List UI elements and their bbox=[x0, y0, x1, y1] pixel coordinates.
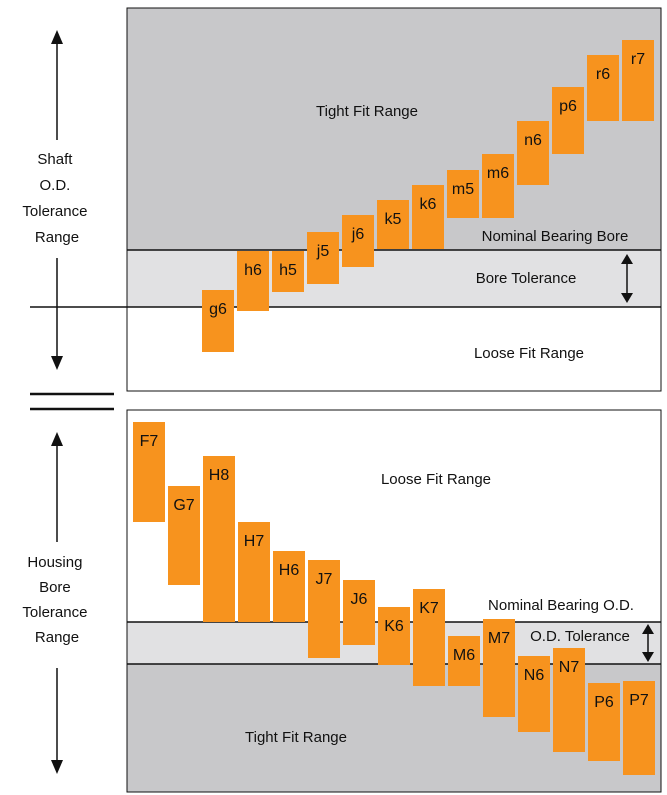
tolerance-box-H6 bbox=[273, 551, 305, 622]
tolerance-box-M6 bbox=[448, 636, 480, 686]
shaft-tight-fit-label: Tight Fit Range bbox=[316, 103, 418, 120]
tolerance-box-label-H6: H6 bbox=[279, 562, 300, 579]
tolerance-box-H7 bbox=[238, 522, 270, 622]
tolerance-box-F7 bbox=[133, 422, 165, 522]
tolerance-box-label-K7: K7 bbox=[419, 600, 439, 617]
shaft-panel: g6 h6 h5 j5 j6 k5 k6 m5 m6 n6 p6 r6 r7 Tight Fit Ran… bbox=[22, 7, 662, 392]
shaft-loose-fit-label: Loose Fit Range bbox=[474, 345, 584, 362]
tolerance-box-g6 bbox=[202, 290, 234, 352]
housing-panel-frame bbox=[126, 409, 662, 793]
shaft-range-arrow-icon bbox=[51, 30, 63, 370]
tolerance-box-r6 bbox=[587, 55, 619, 121]
shaft-side-label-line-4: Range bbox=[35, 229, 79, 246]
tolerance-box-m5 bbox=[447, 170, 479, 218]
tolerance-box-k5 bbox=[377, 200, 409, 249]
tolerance-box-label-H8: H8 bbox=[209, 467, 230, 484]
tolerance-box-label-N6: N6 bbox=[524, 667, 545, 684]
tolerance-box-label-j5: j5 bbox=[316, 243, 330, 260]
tolerance-box-label-m6: m6 bbox=[487, 165, 509, 182]
housing-range-side-label: Housing Bore Tolerance Range bbox=[22, 554, 91, 646]
tolerance-box-label-r7: r7 bbox=[631, 51, 645, 68]
tolerance-box-j5 bbox=[307, 232, 339, 284]
tolerance-box-G7 bbox=[168, 486, 200, 585]
housing-tight-fit-label: Tight Fit Range bbox=[245, 729, 347, 746]
housing-panel: F7 G7 H8 H7 H6 J7 J6 K6 K7 M6 M7 N6 N7 P6 P7 Loose Fit… bbox=[22, 409, 662, 793]
tolerance-box-m6 bbox=[482, 154, 514, 218]
tolerance-box-label-P7: P7 bbox=[629, 692, 649, 709]
tolerance-box-J7 bbox=[308, 560, 340, 658]
housing-loose-fit-label: Loose Fit Range bbox=[381, 471, 491, 488]
tolerance-box-label-F7: F7 bbox=[140, 433, 159, 450]
shaft-side-label-line-1: Shaft bbox=[37, 151, 73, 168]
nominal-bearing-od-label: Nominal Bearing O.D. bbox=[488, 597, 634, 614]
shaft-side-label-line-2: O.D. bbox=[39, 177, 70, 194]
tolerance-box-label-K6: K6 bbox=[384, 618, 404, 635]
tolerance-box-label-n6: n6 bbox=[524, 132, 542, 149]
tolerance-box-label-j6: j6 bbox=[351, 226, 365, 243]
tolerance-box-M7 bbox=[483, 619, 515, 717]
tolerance-box-N6 bbox=[518, 656, 550, 732]
tolerance-box-label-k6: k6 bbox=[420, 196, 437, 213]
tolerance-box-H8 bbox=[203, 456, 235, 622]
tolerance-box-label-r6: r6 bbox=[596, 66, 610, 83]
tolerance-box-K6 bbox=[378, 607, 410, 665]
tolerance-box-label-M6: M6 bbox=[453, 647, 475, 664]
tolerance-box-label-H7: H7 bbox=[244, 533, 265, 550]
tolerance-box-p6 bbox=[552, 87, 584, 154]
tolerance-box-label-J7: J7 bbox=[316, 571, 333, 588]
od-tolerance-double-arrow-icon bbox=[642, 624, 654, 662]
tolerance-box-label-g6: g6 bbox=[209, 301, 227, 318]
tolerance-box-label-P6: P6 bbox=[594, 694, 614, 711]
tolerance-box-label-h6: h6 bbox=[244, 262, 262, 279]
tolerance-box-label-N7: N7 bbox=[559, 659, 580, 676]
bore-tolerance-double-arrow-icon bbox=[621, 254, 633, 303]
shaft-range-side-label: Shaft O.D. Tolerance Range bbox=[22, 151, 91, 246]
shaft-side-label-line-3: Tolerance bbox=[22, 203, 87, 220]
housing-side-label-line-3: Tolerance bbox=[22, 604, 87, 621]
housing-side-label-line-4: Range bbox=[35, 629, 79, 646]
housing-tolerance-boxes: F7 G7 H8 H7 H6 J7 J6 K6 K7 M6 M7 N6 N7 P6 P7 bbox=[133, 422, 655, 775]
tolerance-box-label-p6: p6 bbox=[559, 98, 577, 115]
tolerance-box-h6 bbox=[237, 251, 269, 311]
od-tolerance-label: O.D. Tolerance bbox=[530, 628, 630, 645]
tolerance-box-r7 bbox=[622, 40, 654, 121]
housing-side-label-line-1: Housing bbox=[27, 554, 82, 571]
tolerance-box-j6 bbox=[342, 215, 374, 267]
tolerance-box-label-k5: k5 bbox=[385, 211, 402, 228]
tolerance-box-label-J6: J6 bbox=[351, 591, 368, 608]
tolerance-box-J6 bbox=[343, 580, 375, 645]
housing-side-label-line-2: Bore bbox=[39, 579, 71, 596]
nominal-bearing-bore-label: Nominal Bearing Bore bbox=[482, 228, 629, 245]
bore-tolerance-label: Bore Tolerance bbox=[476, 270, 577, 287]
tolerance-box-P6 bbox=[588, 683, 620, 761]
tolerance-box-label-m5: m5 bbox=[452, 181, 474, 198]
panel-separator bbox=[30, 392, 114, 411]
housing-range-arrow-icon bbox=[51, 432, 63, 774]
tolerance-box-P7 bbox=[623, 681, 655, 775]
tolerance-box-N7 bbox=[553, 648, 585, 752]
tolerance-box-n6 bbox=[517, 121, 549, 185]
shaft-tolerance-boxes: g6 h6 h5 j5 j6 k5 k6 m5 m6 n6 p6 r6 r7 bbox=[202, 40, 654, 352]
tolerance-box-label-G7: G7 bbox=[173, 497, 194, 514]
tolerance-box-K7 bbox=[413, 589, 445, 686]
shaft-panel-frame bbox=[126, 7, 662, 392]
tolerance-box-k6 bbox=[412, 185, 444, 249]
tolerance-box-label-M7: M7 bbox=[488, 630, 510, 647]
tolerance-box-label-h5: h5 bbox=[279, 262, 297, 279]
tolerance-box-h5 bbox=[272, 251, 304, 292]
